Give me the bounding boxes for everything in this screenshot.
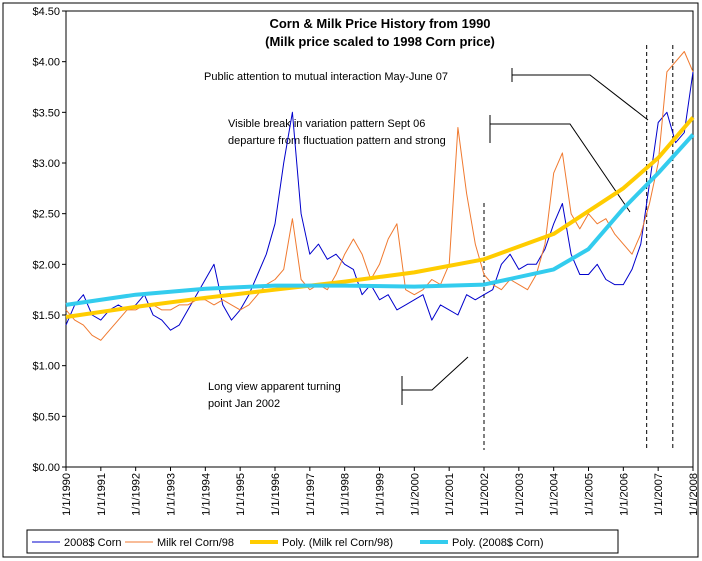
series-line (65, 51, 694, 341)
x-tick-label: 1/1/1990 (61, 473, 73, 516)
x-tick-label: 1/1/2001 (444, 473, 456, 516)
y-tick-label: $1.50 (32, 310, 60, 322)
x-tick-label: 1/1/2003 (514, 473, 526, 516)
connector (401, 356, 469, 405)
x-tick-label: 1/1/2008 (688, 473, 700, 516)
annotation-connectors (401, 68, 649, 405)
connector (511, 68, 649, 121)
y-tick-label: $3.50 (32, 107, 60, 119)
x-tick-label: 1/1/2004 (549, 473, 561, 516)
y-tick-label: $2.00 (32, 259, 60, 271)
x-tick-label: 1/1/1996 (270, 473, 282, 516)
y-tick-label: $1.00 (32, 361, 60, 373)
x-tick-label: 1/1/1991 (96, 473, 108, 516)
y-tick-label: $4.50 (32, 6, 60, 18)
y-tick-label: $3.00 (32, 158, 60, 170)
legend-label: Poly. (2008$ Corn) (452, 537, 544, 549)
x-tick-label: 1/1/1995 (235, 473, 247, 516)
legend-label: 2008$ Corn (64, 537, 122, 549)
x-tick-label: 1/1/1992 (131, 473, 143, 516)
annotation: Visible break in variation pattern Sept … (228, 118, 425, 130)
annotation: departure from fluctuation pattern and s… (228, 135, 446, 147)
x-tick-label: 1/1/1997 (305, 473, 317, 516)
x-tick-label: 1/1/2005 (584, 473, 596, 516)
x-tick-label: 1/1/2006 (618, 473, 630, 516)
y-tick-label: $4.00 (32, 57, 60, 69)
x-tick-label: 1/1/1998 (340, 473, 352, 516)
legend-label: Milk rel Corn/98 (157, 537, 234, 549)
y-tick-label: $0.00 (32, 462, 60, 474)
series-line (65, 133, 695, 307)
annotation: Public attention to mutual interaction M… (204, 71, 448, 83)
chart-title: Corn & Milk Price History from 1990 (269, 16, 490, 31)
legend: 2008$ Corn Milk rel Corn/98 Poly. (Milk re… (26, 529, 619, 554)
series-line (65, 116, 695, 319)
annotation: Long view apparent turning (208, 381, 341, 393)
legend-label: Poly. (Milk rel Corn/98) (282, 537, 393, 549)
x-tick-label: 1/1/1993 (166, 473, 178, 516)
connector (489, 115, 631, 213)
x-tick-label: 1/1/2007 (653, 473, 665, 516)
annotation: point Jan 2002 (208, 398, 280, 410)
x-tick-label: 1/1/2000 (409, 473, 421, 516)
x-tick-label: 1/1/1999 (375, 473, 387, 516)
x-tick-label: 1/1/2002 (479, 473, 491, 516)
y-tick-label: $0.50 (32, 411, 60, 423)
series-line (65, 71, 694, 331)
y-tick-label: $2.50 (32, 209, 60, 221)
legend-box (26, 529, 619, 554)
chart-subtitle: (Milk price scaled to 1998 Corn price) (265, 34, 495, 49)
x-tick-label: 1/1/1994 (200, 473, 212, 516)
